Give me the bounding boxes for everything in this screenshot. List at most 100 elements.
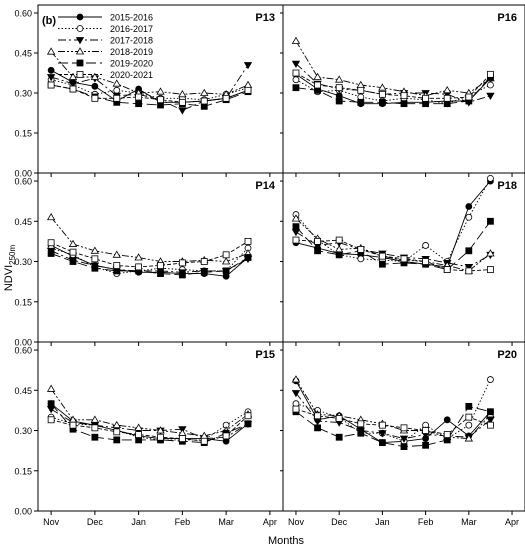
panel-title: P13 [255, 12, 275, 24]
series-2017-2018 [291, 60, 495, 107]
axes-layer [37, 4, 525, 512]
data-point [46, 47, 56, 55]
y-tick-label: 0.45 [14, 217, 32, 227]
data-point [69, 85, 77, 93]
data-point [112, 420, 121, 429]
x-tick-label: Feb [175, 517, 191, 527]
y-tick-label: 0.30 [14, 89, 32, 99]
data-point [200, 268, 208, 276]
data-point [46, 74, 56, 82]
data-point [135, 263, 143, 271]
series-line [50, 79, 249, 101]
data-point [200, 258, 208, 265]
data-point [443, 431, 451, 438]
data-point [334, 75, 344, 83]
data-point [68, 239, 78, 247]
data-point [113, 94, 121, 102]
series-line [295, 380, 491, 444]
data-point [487, 81, 494, 89]
series-2019-2020 [47, 400, 252, 446]
data-point [487, 266, 494, 273]
x-tick-label: Nov [288, 517, 305, 527]
series-line [295, 379, 491, 440]
y-tick-label: 0.00 [14, 507, 32, 517]
data-point [335, 236, 343, 244]
series-line [295, 408, 491, 435]
data-point [465, 93, 473, 101]
data-point [68, 72, 78, 80]
series-line [51, 84, 249, 103]
data-point [68, 80, 78, 88]
series-2016-2017 [292, 376, 494, 445]
figure-frame [37, 4, 525, 512]
series-line [295, 40, 491, 97]
data-point [486, 249, 495, 257]
data-point [422, 94, 430, 102]
x-tick-label: Dec [87, 517, 104, 527]
series-2020-2021 [47, 238, 252, 271]
data-point [291, 375, 301, 383]
data-point [90, 246, 100, 254]
data-point [113, 86, 121, 94]
data-point [422, 441, 430, 449]
legend-marker [76, 59, 84, 67]
legend-label: 2020-2021 [110, 70, 153, 80]
panel-p18: P18 [280, 172, 525, 346]
data-point [465, 402, 473, 410]
data-point [399, 435, 409, 443]
y-tick-label: 0.30 [14, 426, 32, 436]
legend-item-2020-2021: 2020-2021 [58, 70, 153, 80]
series-2017-2018 [291, 229, 495, 272]
panel-p16: P16 [280, 4, 525, 177]
data-point [178, 259, 186, 267]
data-point [178, 435, 186, 442]
data-point [378, 260, 386, 268]
data-point [291, 36, 301, 44]
data-point [400, 443, 408, 451]
series-line [51, 84, 249, 107]
series-line [50, 217, 249, 262]
data-point [222, 432, 230, 440]
data-point [135, 100, 143, 108]
data-point [292, 76, 300, 84]
legend-item-2017-2018: 2017-2018 [58, 36, 153, 46]
data-point [378, 98, 386, 106]
series-line [50, 241, 249, 268]
series-2016-2017 [292, 76, 494, 108]
data-point [464, 434, 474, 442]
data-point [486, 92, 495, 100]
data-point [357, 86, 365, 94]
data-point [112, 79, 121, 87]
y-tick-label: 0.30 [14, 257, 32, 267]
data-point [335, 251, 343, 259]
data-point [400, 100, 408, 108]
series-line [295, 79, 491, 105]
data-point [47, 66, 55, 74]
data-point [465, 413, 473, 421]
data-point [134, 253, 143, 261]
data-point [222, 94, 230, 102]
data-point [291, 229, 301, 237]
data-point [487, 408, 494, 416]
data-point [91, 94, 99, 102]
data-point [400, 92, 408, 100]
data-point [335, 97, 343, 105]
data-point [400, 424, 408, 432]
y-tick-label: 0.45 [14, 386, 32, 396]
data-point [200, 88, 209, 96]
data-point [465, 247, 473, 255]
legend-marker [76, 71, 84, 78]
series-line [295, 392, 491, 440]
data-point [47, 239, 55, 247]
data-point [443, 94, 451, 102]
data-point [487, 421, 494, 429]
data-point [90, 415, 100, 423]
data-point [291, 60, 301, 68]
data-point [487, 376, 494, 383]
data-point [222, 267, 230, 275]
y-tick-label: 0.60 [14, 9, 32, 19]
data-point [443, 266, 451, 273]
data-point [113, 262, 121, 269]
data-point [112, 250, 121, 258]
x-tick-label: Jan [375, 517, 390, 527]
